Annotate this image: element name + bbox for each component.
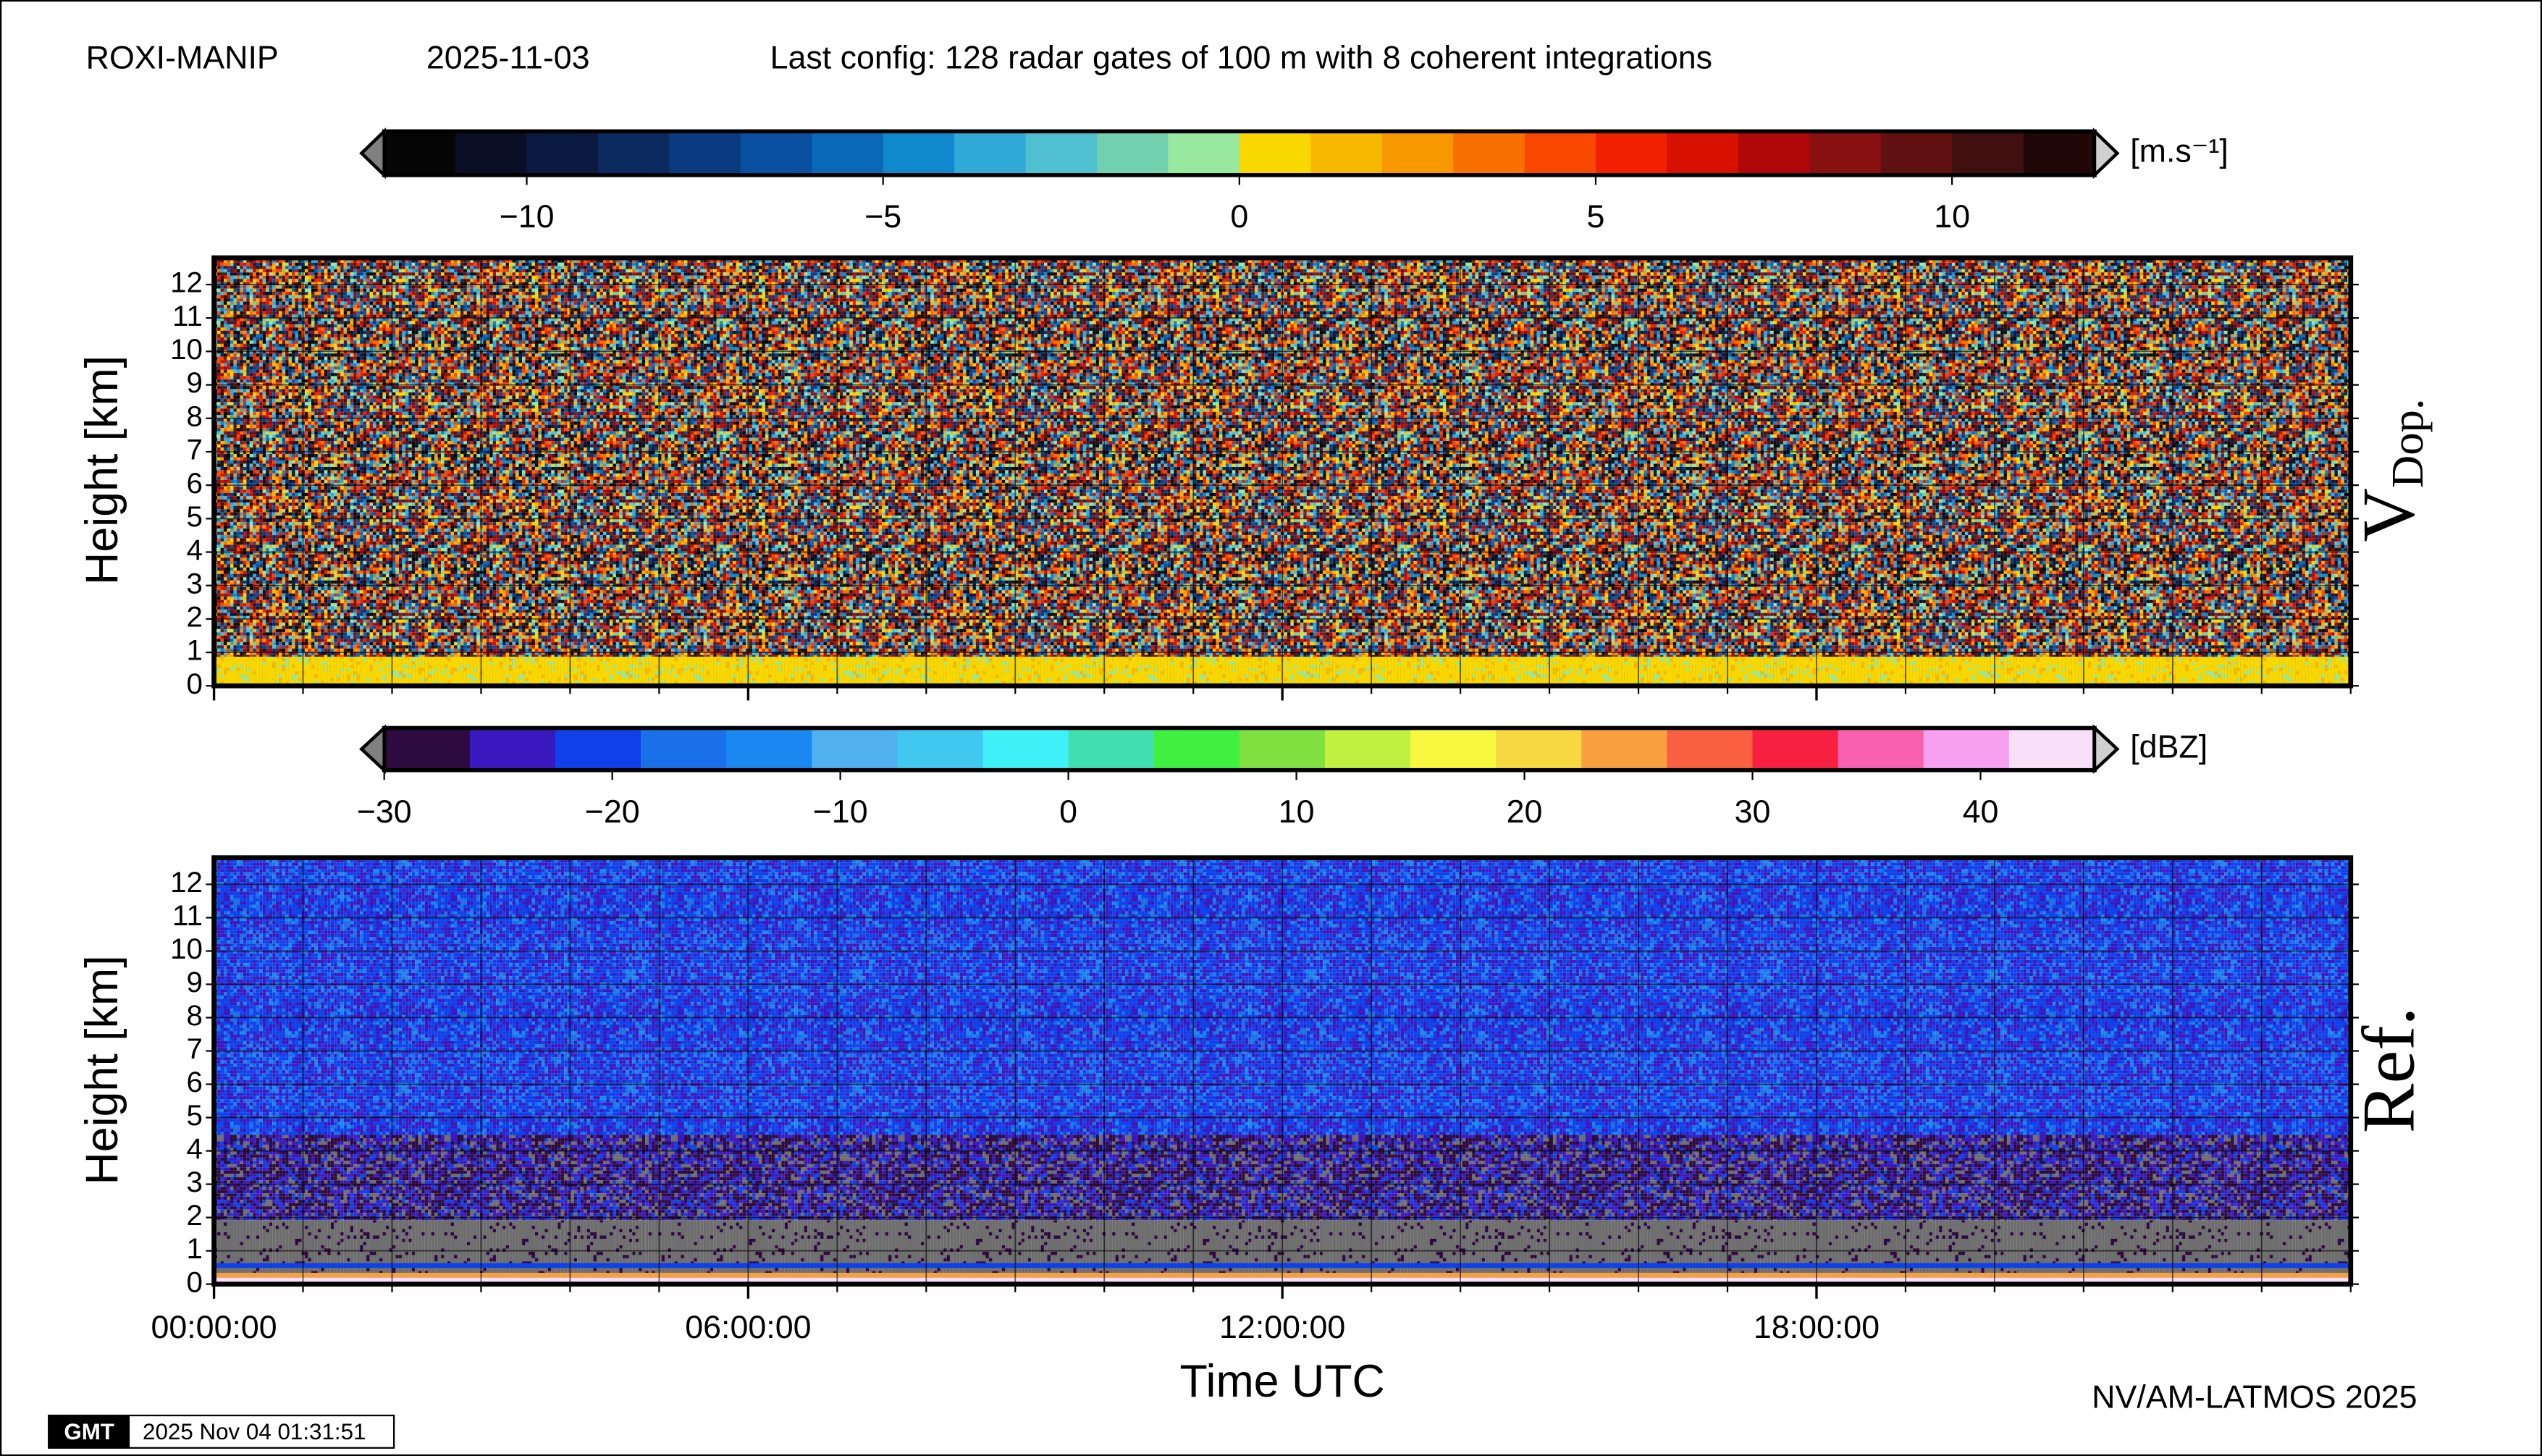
figure: ROXI-MANIP 2025-11-03 Last config: 128 r… <box>0 0 2542 1456</box>
